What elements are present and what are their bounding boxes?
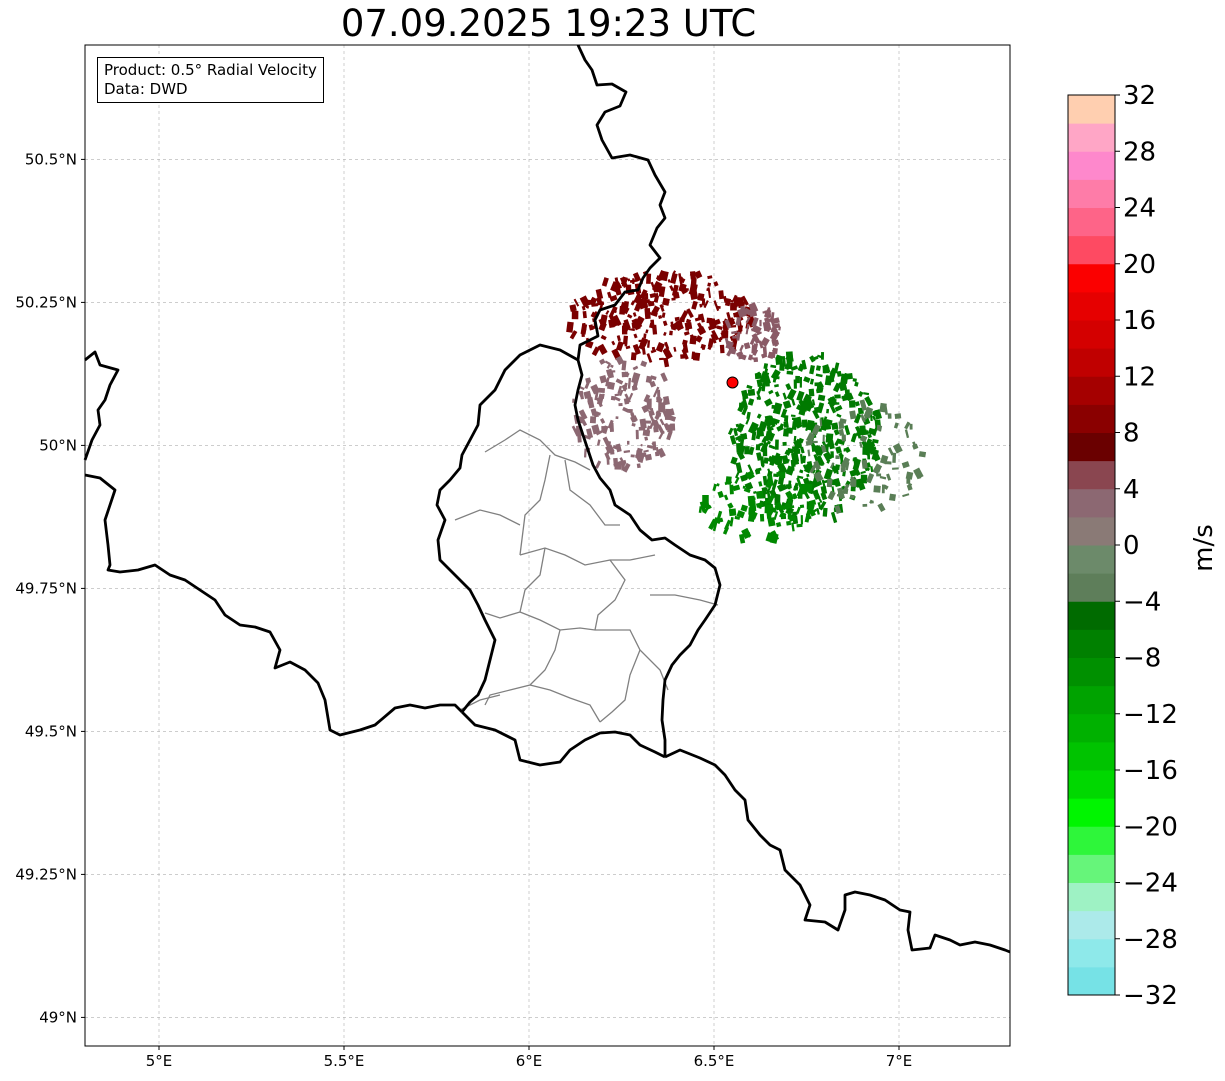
data-source-label: Data: DWD (104, 80, 188, 98)
colorbar-tick-label: −12 (1123, 700, 1178, 730)
colorbar-tick-label: −16 (1123, 756, 1178, 786)
colorbar-swatch (1068, 95, 1115, 124)
colorbar-tick-label: 24 (1123, 194, 1156, 224)
colorbar-swatch (1068, 966, 1115, 996)
product-info-box: Product: 0.5° Radial Velocity Data: DWD (97, 57, 324, 103)
colorbar-swatch (1068, 713, 1115, 743)
colorbar-swatch (1068, 573, 1115, 602)
colorbar-tick-label: 8 (1123, 419, 1140, 449)
colorbar-swatch (1068, 263, 1115, 293)
colorbar-swatch (1068, 629, 1115, 658)
colorbar-tick-label: −20 (1123, 812, 1178, 842)
colorbar-tick-label: 16 (1123, 306, 1156, 336)
lon-tick-label: 5°E (146, 1052, 173, 1070)
colorbar-ticks: −32 −28 −24 −20 −16 −12 −8 −4 0 4 8 12 16 20 24 28 32 (1115, 81, 1178, 1011)
lon-tick-label: 5.5°E (324, 1052, 365, 1070)
colorbar-swatch (1068, 741, 1115, 771)
map-title: 07.09.2025 19:23 UTC (340, 2, 757, 45)
lat-tick-label: 49°N (39, 1008, 77, 1026)
colorbar-tick-label: −24 (1123, 869, 1178, 899)
lat-tick-label: 50°N (39, 436, 77, 454)
map-frame (84, 44, 1011, 1047)
national-borders (83, 44, 1011, 954)
colorbar-swatch (1068, 516, 1115, 546)
echo-outbound-mauve-north (724, 302, 781, 363)
lat-tick-label: 49.75°N (15, 579, 77, 597)
colorbar-swatch (1068, 179, 1115, 208)
colorbar-tick-label: −4 (1123, 587, 1161, 617)
lat-tick-label: 50.5°N (25, 150, 77, 168)
colorbar-swatch (1068, 798, 1115, 827)
colorbar-tick-label: 28 (1123, 137, 1156, 167)
colorbar-swatches (1068, 95, 1115, 996)
radar-echo-layer (566, 269, 927, 544)
axis-ticks: 5°E 5.5°E 6°E 6.5°E 7°E 49°N 49.25°N 49.5°N 49.7… (15, 150, 912, 1070)
colorbar-swatch (1068, 685, 1115, 715)
colorbar-tick-label: 4 (1123, 475, 1140, 505)
colorbar-tick-label: 20 (1123, 250, 1156, 280)
echo-inbound-grey-green (805, 399, 927, 514)
colorbar-swatch (1068, 291, 1115, 321)
colorbar-swatch (1068, 882, 1115, 912)
lon-tick-label: 7°E (886, 1052, 913, 1070)
colorbar-swatch (1068, 488, 1115, 518)
colorbar-tick-label: 32 (1123, 81, 1156, 111)
colorbar-label: m/s (1189, 524, 1219, 572)
colorbar-tick-label: −28 (1123, 925, 1178, 955)
lat-tick-label: 50.25°N (15, 293, 77, 311)
colorbar-tick-label: 0 (1123, 531, 1140, 561)
graticule-grid (85, 45, 1010, 1046)
product-label: Product: 0.5° Radial Velocity (104, 61, 317, 79)
colorbar-swatch (1068, 826, 1115, 855)
colorbar-swatch (1068, 348, 1115, 377)
colorbar-swatch (1068, 545, 1115, 574)
colorbar-swatch (1068, 770, 1115, 799)
canton-boundaries (454, 429, 719, 723)
colorbar-tick-label: 12 (1123, 362, 1156, 392)
colorbar-swatch (1068, 460, 1115, 490)
colorbar-swatch (1068, 207, 1115, 237)
lon-tick-label: 6.5°E (694, 1052, 735, 1070)
lat-tick-label: 49.5°N (25, 722, 77, 740)
radar-site-marker[interactable] (726, 376, 739, 389)
colorbar-swatch (1068, 938, 1115, 968)
colorbar-swatch (1068, 432, 1115, 462)
echo-inbound-green-south (698, 470, 819, 544)
colorbar-swatch (1068, 910, 1115, 940)
colorbar-swatch (1068, 657, 1115, 687)
lon-tick-label: 6°E (516, 1052, 543, 1070)
colorbar-tick-label: −32 (1123, 981, 1178, 1011)
echo-inbound-green (727, 351, 882, 525)
colorbar-swatch (1068, 601, 1115, 630)
echo-outbound-mauve (571, 355, 677, 473)
colorbar-swatch (1068, 854, 1115, 883)
colorbar-swatch (1068, 320, 1115, 349)
colorbar-swatch (1068, 235, 1115, 265)
colorbar-swatch (1068, 376, 1115, 405)
colorbar-swatch (1068, 151, 1115, 180)
colorbar-swatch (1068, 123, 1115, 152)
colorbar-tick-label: −8 (1123, 644, 1161, 674)
lat-tick-label: 49.25°N (15, 865, 77, 883)
colorbar-swatch (1068, 404, 1115, 433)
